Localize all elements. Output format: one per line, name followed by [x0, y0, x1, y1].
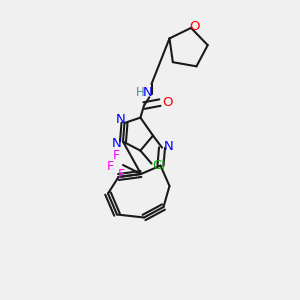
Text: H: H	[136, 86, 145, 100]
Text: N: N	[164, 140, 173, 153]
Text: F: F	[118, 168, 125, 181]
Text: Cl: Cl	[152, 159, 166, 172]
Text: N: N	[116, 113, 126, 126]
Text: F: F	[113, 149, 120, 162]
Text: O: O	[162, 95, 173, 109]
Text: N: N	[112, 136, 122, 150]
Text: N: N	[143, 86, 152, 100]
Text: F: F	[107, 160, 114, 173]
Text: O: O	[189, 20, 199, 33]
